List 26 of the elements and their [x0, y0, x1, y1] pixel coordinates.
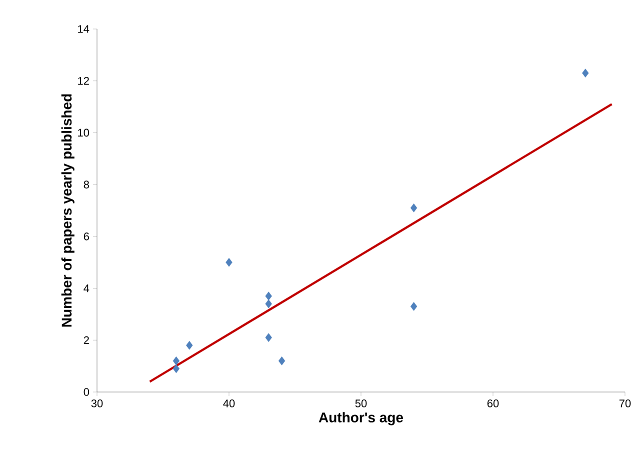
x-axis-title: Author's age [318, 412, 404, 426]
y-axis-title: Number of papers yearly published [61, 94, 74, 327]
point [265, 299, 272, 308]
point [226, 258, 232, 267]
y-tick-label: 2 [84, 336, 89, 344]
point [410, 302, 418, 311]
x-tick-label: 30 [91, 400, 103, 408]
x-tick-label: 60 [487, 400, 499, 408]
x-tick-label: 40 [223, 400, 235, 408]
point [172, 364, 180, 374]
y-tick-label: 4 [84, 284, 90, 292]
x-tick-label: 50 [355, 400, 367, 408]
x-tick-label: 70 [619, 400, 631, 408]
y-tick-label: 6 [84, 232, 90, 240]
point [186, 340, 193, 350]
point [265, 333, 272, 342]
y-tick-label: 14 [78, 25, 90, 33]
point [172, 356, 180, 366]
point [582, 68, 589, 78]
y-tick-label: 12 [78, 77, 89, 85]
point [410, 204, 418, 212]
y-tick-label: 0 [84, 388, 90, 396]
point [265, 292, 272, 300]
y-tick-label: 8 [84, 180, 90, 188]
y-tick-label: 10 [78, 128, 90, 137]
point [278, 356, 286, 366]
